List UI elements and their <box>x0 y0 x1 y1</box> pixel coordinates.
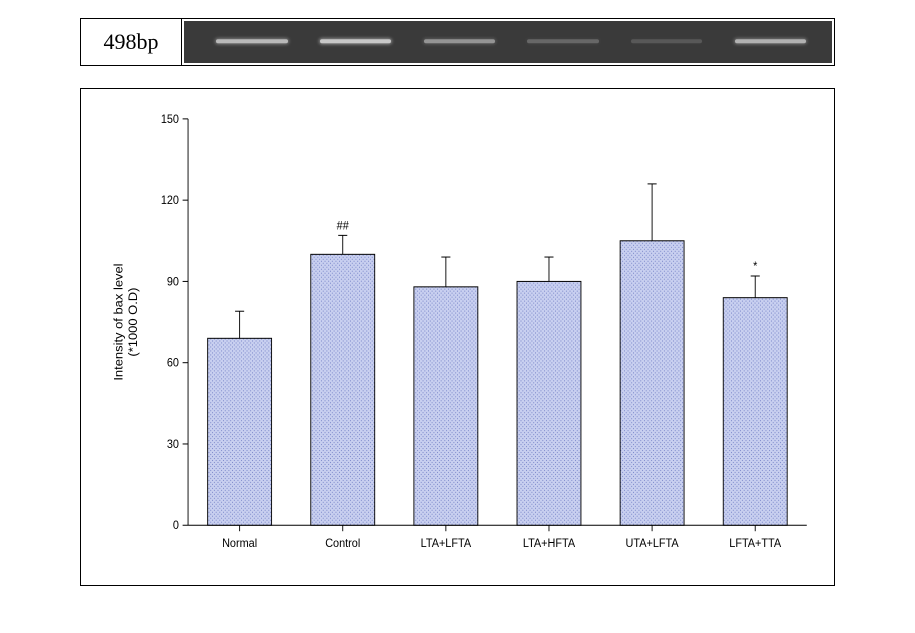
x-category-label: LTA+HFTA <box>523 538 576 551</box>
gel-band <box>735 39 806 43</box>
y-tick-label: 150 <box>161 113 179 126</box>
y-axis-subtitle: (*1000 O.D) <box>127 288 140 357</box>
gel-band <box>527 39 598 43</box>
gel-image <box>184 21 832 63</box>
bar <box>414 287 478 525</box>
y-tick-label: 30 <box>167 439 179 452</box>
gel-band <box>320 39 391 43</box>
x-category-label: UTA+LFTA <box>626 538 679 551</box>
y-tick-label: 0 <box>173 520 179 533</box>
bax-bar-chart: 0 30 60 90 120 150 Intensity of bax level(*100… <box>81 89 834 585</box>
y-axis-title: Intensity of bax level <box>112 263 125 380</box>
y-tick-label: 120 <box>161 195 179 208</box>
gel-row: 498bp <box>80 18 835 66</box>
y-tick-label: 90 <box>167 276 179 289</box>
x-category-label: LTA+LFTA <box>421 538 472 551</box>
y-tick-label: 60 <box>167 357 179 370</box>
x-category-label: Normal <box>222 538 257 551</box>
bar <box>723 298 787 526</box>
bar <box>620 241 684 525</box>
bax-chart-panel: 0 30 60 90 120 150 Intensity of bax level(*100… <box>80 88 835 586</box>
gel-image-cell <box>182 19 834 65</box>
x-category-label: LFTA+TTA <box>729 538 781 551</box>
bar <box>208 338 272 525</box>
bar <box>311 254 375 525</box>
significance-marker: * <box>753 261 758 274</box>
significance-marker: ## <box>337 220 350 233</box>
gel-band <box>631 39 702 43</box>
gel-band <box>424 39 495 43</box>
bar <box>517 281 581 525</box>
gel-size-label: 498bp <box>81 19 182 65</box>
gel-band <box>216 39 287 43</box>
x-category-label: Control <box>325 538 360 551</box>
